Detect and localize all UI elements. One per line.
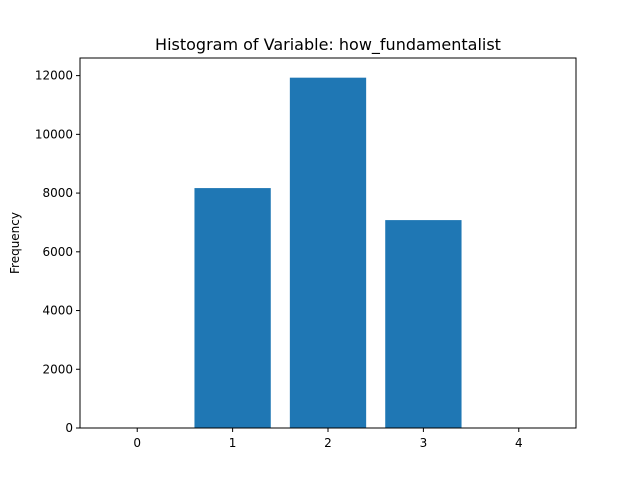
bar-3 [385,220,462,428]
bar-1 [194,188,271,428]
x-tick-label: 0 [133,436,141,450]
y-tick-label: 8000 [42,186,73,200]
y-tick-label: 2000 [42,362,73,376]
y-tick-label: 12000 [35,69,73,83]
y-tick-label: 10000 [35,127,73,141]
y-tick-label: 0 [65,421,73,435]
x-tick-label: 4 [515,436,523,450]
x-tick-label: 1 [229,436,237,450]
y-tick-label: 4000 [42,304,73,318]
y-axis-label: Frequency [8,212,22,274]
y-tick-label: 6000 [42,245,73,259]
x-axis: 0 1 2 3 4 [133,428,523,450]
x-tick-label: 2 [324,436,332,450]
y-axis: 0 2000 4000 6000 8000 10000 12000 [35,69,80,435]
bar-2 [289,77,367,428]
x-tick-label: 3 [420,436,428,450]
chart-title: Histogram of Variable: how_fundamentalis… [155,35,501,55]
bars-group [194,77,462,428]
